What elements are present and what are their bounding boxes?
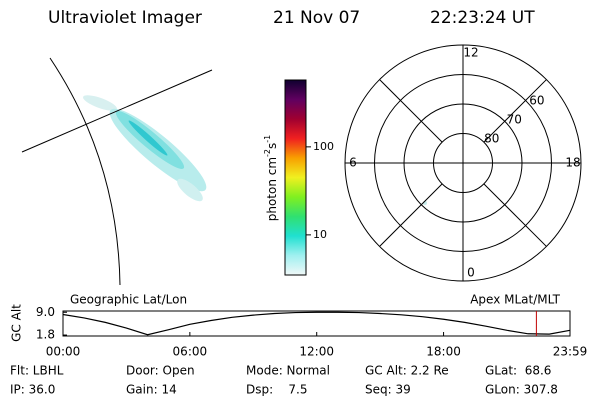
label-exp: -2 xyxy=(263,149,272,157)
status-field: Flt: LBHL xyxy=(10,364,64,378)
label-exp: -1 xyxy=(263,135,272,143)
status-field: Gain: 14 xyxy=(126,383,177,397)
y-tick-label: 9.0 xyxy=(36,305,55,319)
label-text: s xyxy=(265,143,279,149)
y-axis-label: GC Alt xyxy=(10,304,24,342)
right-label: Apex MLat/MLT xyxy=(470,293,560,307)
diagonal xyxy=(483,183,547,247)
left-label: Geographic Lat/Lon xyxy=(70,293,187,307)
auroral-image xyxy=(21,57,213,286)
mlt-label: 12 xyxy=(463,46,478,60)
label-text: photon cm xyxy=(265,157,279,221)
x-tick-label: 12:00 xyxy=(299,345,334,359)
lat-label: 60 xyxy=(529,93,544,107)
diagonal xyxy=(379,79,443,143)
status-field: IP: 36.0 xyxy=(10,383,55,397)
diagonal xyxy=(483,79,547,143)
status-field: Mode: Normal xyxy=(246,364,330,378)
colorbar-tick-label: 10 xyxy=(313,228,327,241)
mlt-label: 18 xyxy=(565,156,580,170)
status-field: GLon: 307.8 xyxy=(485,383,558,397)
x-tick-label: 00:00 xyxy=(46,345,81,359)
colorbar-tick-label: 100 xyxy=(313,140,334,153)
time: 22:23:24 UT xyxy=(430,8,535,28)
colorbar-box xyxy=(284,79,307,276)
mlt-label: 0 xyxy=(467,266,475,280)
colorbar-label: photon cm-2s-1 xyxy=(263,135,279,222)
status-field: Seq: 39 xyxy=(365,383,411,397)
status-field: GLat: 68.6 xyxy=(485,364,551,378)
diagonal xyxy=(379,183,443,247)
lat-label: 70 xyxy=(507,112,522,126)
x-tick-label: 23:59 xyxy=(553,345,588,359)
colorbar: photon cm-2s-1 10 100 xyxy=(263,79,334,276)
status-field: Door: Open xyxy=(126,364,195,378)
y-tick-label: 1.8 xyxy=(36,328,55,342)
map-meridian xyxy=(49,57,121,286)
altitude-line xyxy=(62,311,571,336)
status-field: Dsp: 7.5 xyxy=(246,383,308,397)
title: Ultraviolet Imager xyxy=(48,8,202,28)
date: 21 Nov 07 xyxy=(273,8,360,28)
status-field: GC Alt: 2.2 Re xyxy=(365,364,449,378)
map-parallel xyxy=(21,69,213,153)
x-tick-label: 18:00 xyxy=(426,345,461,359)
lat-label: 80 xyxy=(484,131,499,145)
x-tick-label: 06:00 xyxy=(173,345,208,359)
